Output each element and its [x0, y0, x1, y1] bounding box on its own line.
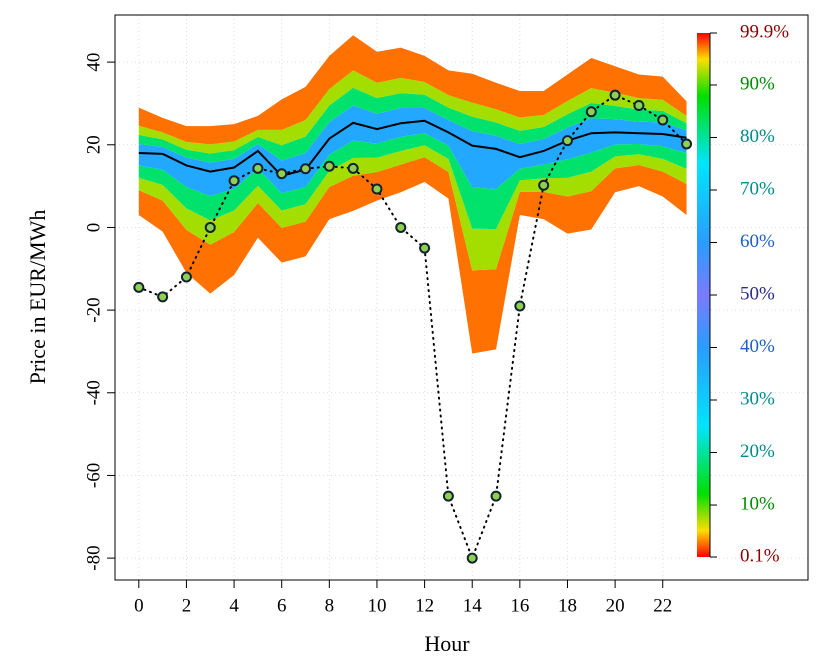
observed-line: [137, 94, 688, 561]
observed-point: [657, 114, 669, 126]
colorbar-label: 60%: [740, 231, 775, 252]
y-tick-label: -40: [83, 380, 104, 405]
observed-point: [585, 106, 597, 118]
x-tick-label: 12: [415, 595, 434, 616]
x-tick-label: 16: [510, 595, 529, 616]
x-tick-label: 0: [134, 595, 144, 616]
observed-point: [466, 552, 478, 564]
colorbar-label: 50%: [740, 283, 775, 304]
observed-point: [300, 163, 312, 175]
fan-band: [138, 157, 687, 354]
observed-point: [561, 135, 573, 147]
colorbar-label: 80%: [740, 126, 775, 147]
y-tick-label: -20: [83, 297, 104, 322]
x-tick-label: 22: [653, 595, 672, 616]
fan-band: [138, 105, 687, 176]
observed-point: [609, 89, 621, 101]
colorbar-label: 90%: [740, 73, 775, 94]
fan-band: [138, 133, 687, 230]
y-tick-label: 0: [83, 223, 104, 233]
observed-point: [538, 179, 550, 191]
y-tick-label: -60: [83, 463, 104, 488]
x-tick-label: 14: [463, 595, 483, 616]
x-tick-label: 18: [558, 595, 577, 616]
x-tick-label: 4: [229, 595, 239, 616]
x-tick-label: 20: [606, 595, 625, 616]
observed-point: [133, 281, 145, 293]
x-tick-label: 10: [367, 595, 386, 616]
observed-point: [157, 291, 169, 303]
colorbar-label: 40%: [740, 336, 775, 357]
observed-point: [395, 221, 407, 233]
y-tick-label: 40: [83, 53, 104, 72]
observed-point: [681, 138, 693, 150]
colorbar: [697, 33, 710, 557]
y-tick-label: -80: [83, 545, 104, 570]
colorbar-label: 30%: [740, 388, 775, 409]
x-axis-label: Hour: [424, 631, 470, 656]
observed-point: [442, 490, 454, 502]
median-line: [138, 119, 687, 177]
colorbar-label: 10%: [740, 493, 775, 514]
observed-point: [347, 162, 359, 174]
fan-band: [138, 70, 687, 154]
colorbar-label: 70%: [740, 178, 775, 199]
x-tick-label: 8: [325, 595, 335, 616]
observed-point: [228, 175, 240, 187]
x-tick-label: 2: [182, 595, 192, 616]
observed-point: [514, 300, 526, 312]
y-tick-label: 20: [83, 135, 104, 154]
observed-point: [633, 100, 645, 112]
observed-point: [419, 242, 431, 254]
colorbar-label: 0.1%: [740, 545, 780, 566]
fan-band: [138, 120, 687, 197]
observed-point: [323, 160, 335, 172]
observed-point: [371, 183, 383, 195]
colorbar-label: 99.9%: [740, 21, 789, 42]
x-tick-label: 6: [277, 595, 287, 616]
y-axis-label: Price in EUR/MWh: [25, 210, 50, 385]
plot-frame: [114, 14, 809, 581]
observed-point: [276, 168, 288, 180]
observed-point: [252, 162, 264, 174]
colorbar-label: 20%: [740, 441, 775, 462]
fan-band: [138, 35, 687, 145]
observed-point: [490, 490, 502, 502]
observed-point: [180, 271, 192, 283]
fan-band: [138, 87, 687, 163]
observed-point: [204, 221, 216, 233]
fan-band: [138, 145, 687, 271]
